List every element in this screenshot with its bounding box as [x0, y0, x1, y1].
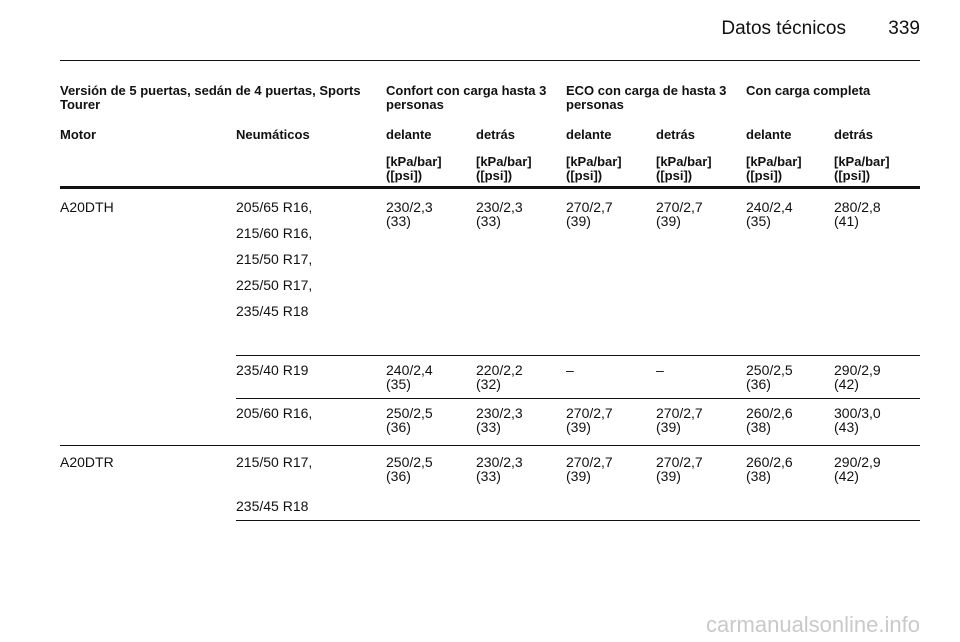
- pressure-cell: 270/2,7 (39): [566, 454, 613, 484]
- tyre-size-cell: 235/45 R18: [236, 498, 309, 514]
- pressure-cell: 260/2,6 (38): [746, 454, 793, 484]
- unit-label: [kPa/bar] ([psi]): [566, 154, 622, 183]
- pressure-cell: 230/2,3 (33): [476, 199, 523, 229]
- pressure-cell: 270/2,7 (39): [566, 199, 613, 229]
- page-header: Datos técnicos 339: [60, 18, 920, 42]
- tyre-size-cell: 215/50 R17,: [236, 454, 313, 470]
- pressure-cell: 270/2,7 (39): [566, 405, 613, 435]
- header-bottom-rule: [60, 186, 920, 189]
- pressure-cell: –: [656, 362, 664, 378]
- tyre-size-cell: 215/50 R17,: [236, 251, 313, 267]
- row-divider: [236, 520, 920, 521]
- group-header-comfort: Confort con carga hasta 3 personas: [386, 83, 547, 112]
- tyre-size-cell: 235/40 R19: [236, 362, 309, 378]
- pressure-cell: 260/2,6 (38): [746, 405, 793, 435]
- motor-cell: A20DTH: [60, 199, 114, 215]
- row-divider: [236, 355, 920, 356]
- row-divider: [236, 398, 920, 399]
- pressure-cell: 270/2,7 (39): [656, 199, 703, 229]
- pressure-cell: 240/2,4 (35): [746, 199, 793, 229]
- unit-label: [kPa/bar] ([psi]): [476, 154, 532, 183]
- pressure-cell: –: [566, 362, 574, 378]
- pressure-cell: 230/2,3 (33): [476, 405, 523, 435]
- col-label-eco-front: delante: [566, 127, 612, 142]
- pressure-cell: 240/2,4 (35): [386, 362, 433, 392]
- col-label-comfort-rear: detrás: [476, 127, 516, 142]
- col-label-full-front: delante: [746, 127, 792, 142]
- unit-label: [kPa/bar] ([psi]): [834, 154, 890, 183]
- col-label-tyres: Neumáticos: [236, 127, 310, 142]
- group-header-full-load: Con carga completa: [746, 83, 871, 98]
- group-header-version: Versión de 5 puertas, sedán de 4 puertas…: [60, 83, 361, 112]
- pressure-cell: 250/2,5 (36): [386, 405, 433, 435]
- tyre-size-cell: 205/65 R16,: [236, 199, 313, 215]
- group-header-eco: ECO con carga de hasta 3 personas: [566, 83, 727, 112]
- col-label-motor: Motor: [60, 127, 97, 142]
- section-title: Datos técnicos: [721, 18, 846, 39]
- pressure-cell: 300/3,0 (43): [834, 405, 881, 435]
- pressure-cell: 230/2,3 (33): [476, 454, 523, 484]
- col-label-comfort-front: delante: [386, 127, 432, 142]
- tyre-size-cell: 235/45 R18: [236, 303, 309, 319]
- unit-label: [kPa/bar] ([psi]): [656, 154, 712, 183]
- col-label-full-rear: detrás: [834, 127, 874, 142]
- col-label-eco-rear: detrás: [656, 127, 696, 142]
- pressure-cell: 270/2,7 (39): [656, 405, 703, 435]
- pressure-cell: 230/2,3 (33): [386, 199, 433, 229]
- pressure-cell: 270/2,7 (39): [656, 454, 703, 484]
- unit-label: [kPa/bar] ([psi]): [386, 154, 442, 183]
- unit-label: [kPa/bar] ([psi]): [746, 154, 802, 183]
- pressure-cell: 290/2,9 (42): [834, 454, 881, 484]
- header-rule: [60, 60, 920, 61]
- tyre-size-cell: 225/50 R17,: [236, 277, 313, 293]
- pressure-cell: 250/2,5 (36): [746, 362, 793, 392]
- watermark: carmanualsonline.info: [705, 612, 920, 637]
- pressure-cell: 220/2,2 (32): [476, 362, 523, 392]
- tyre-size-cell: 215/60 R16,: [236, 225, 313, 241]
- pressure-cell: 290/2,9 (42): [834, 362, 881, 392]
- row-divider: [60, 445, 920, 446]
- page-number: 339: [888, 18, 920, 39]
- motor-cell: A20DTR: [60, 454, 114, 470]
- tyre-size-cell: 205/60 R16,: [236, 405, 313, 421]
- pressure-cell: 250/2,5 (36): [386, 454, 433, 484]
- pressure-cell: 280/2,8 (41): [834, 199, 881, 229]
